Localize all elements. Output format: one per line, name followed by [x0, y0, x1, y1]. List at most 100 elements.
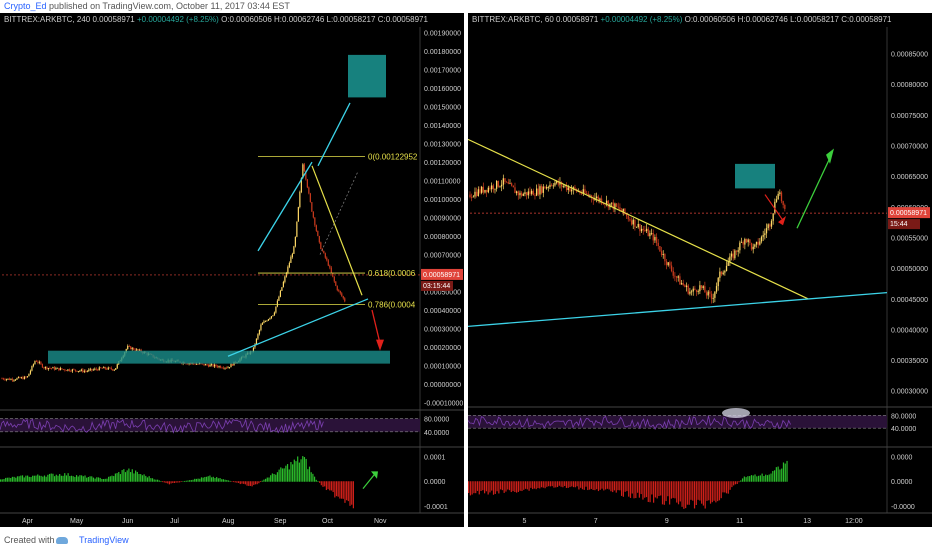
right-x-tick-label: 12:00 — [845, 518, 863, 525]
right-macd-bar — [756, 476, 758, 482]
right-candle — [705, 292, 708, 296]
left-candle — [65, 370, 67, 372]
left-candle — [299, 192, 301, 208]
right-candle — [595, 196, 598, 198]
right-candle — [649, 233, 651, 237]
left-macd-bar — [35, 475, 37, 482]
left-macd-bar — [310, 472, 312, 482]
left-macd-bar — [106, 478, 108, 482]
left-macd-bar — [82, 476, 84, 482]
right-macd-bar — [528, 481, 530, 491]
left-candle — [194, 363, 196, 365]
right-x-tick-label: 9 — [665, 518, 669, 525]
publish-text: published on TradingView.com, October 11… — [49, 1, 290, 11]
right-candle — [570, 189, 573, 192]
left-macd-bar — [57, 475, 59, 482]
left-candle — [342, 296, 344, 299]
author-link[interactable]: Crypto_Ed — [4, 1, 47, 11]
right-y-tick-label: 0.00070000 — [891, 143, 928, 150]
left-chart-panel[interactable]: BITTREX:ARKBTC, 240 0.00058971 +0.000044… — [0, 13, 464, 527]
left-macd-bar — [81, 475, 83, 482]
right-macd-bar — [546, 481, 548, 487]
left-countdown-label: 03:15:44 — [423, 283, 450, 290]
right-candle — [772, 213, 774, 221]
right-descending-trend-line — [468, 138, 809, 300]
right-macd-bar — [690, 481, 692, 500]
left-macd-bar — [315, 479, 317, 482]
right-chart-panel[interactable]: BITTREX:ARKBTC, 60 0.00058971 +0.0000449… — [468, 13, 932, 527]
left-macd-bar — [52, 473, 54, 482]
right-candle — [774, 201, 776, 214]
left-candle — [296, 221, 298, 237]
right-macd-bar — [706, 481, 708, 501]
left-macd-bar — [243, 481, 245, 484]
left-macd-bar — [37, 474, 39, 482]
right-candle — [739, 242, 741, 251]
left-macd-bar — [183, 480, 186, 482]
left-macd-bar — [165, 481, 167, 484]
right-macd-bar — [551, 481, 553, 487]
right-macd-bar — [492, 481, 495, 495]
right-y-tick-label: 0.00030000 — [891, 389, 928, 396]
left-macd-bar — [241, 481, 243, 484]
left-candle — [327, 260, 329, 266]
left-candle — [336, 285, 338, 291]
left-macd-bar — [170, 481, 172, 484]
left-macd-bar — [47, 474, 49, 482]
right-macd-bar — [669, 481, 671, 505]
right-macd-bar — [475, 481, 477, 494]
right-candle — [740, 241, 743, 243]
right-countdown-label: 15:44 — [890, 221, 908, 228]
right-candle — [672, 271, 674, 276]
right-macd-bar — [508, 481, 511, 491]
right-macd-bar — [485, 481, 487, 492]
left-macd-bar — [160, 481, 162, 482]
right-macd-bar — [473, 481, 475, 494]
right-candle — [627, 215, 629, 220]
right-candle — [532, 190, 534, 196]
left-macd-bar — [200, 477, 203, 482]
left-candle — [225, 367, 228, 369]
right-macd-bar — [608, 481, 610, 490]
left-candle — [77, 371, 79, 372]
right-macd-bar — [667, 481, 669, 497]
left-candle — [266, 320, 268, 322]
left-macd-tick-label: -0.0001 — [424, 504, 448, 511]
right-macd-bar — [674, 481, 676, 499]
left-macd-bar — [10, 478, 12, 482]
left-y-tick-label: 0.00090000 — [424, 216, 461, 223]
right-macd-bar — [567, 481, 569, 488]
right-y-tick-label: 0.00045000 — [891, 297, 928, 304]
right-candle — [589, 195, 591, 197]
right-candle — [559, 182, 561, 185]
left-macd-bar — [317, 481, 319, 482]
left-macd-bar — [175, 481, 177, 483]
right-up-arrow — [796, 157, 831, 229]
left-support-zone — [48, 350, 390, 364]
right-macd-bar — [683, 481, 685, 509]
left-macd-bar — [151, 478, 154, 482]
left-macd-bar — [43, 475, 46, 482]
left-candle — [203, 363, 205, 366]
left-y-tick-label: -0.00010000 — [424, 400, 463, 407]
left-candle — [110, 367, 112, 370]
left-macd-tick-label: 0.0000 — [424, 479, 446, 486]
left-close: C:0.00058971 — [377, 15, 428, 24]
right-macd-bar — [553, 481, 555, 488]
left-fib-label: 0.618(0.0006 — [368, 269, 416, 278]
left-y-tick-label: 0.00070000 — [424, 253, 461, 260]
right-candle — [634, 219, 636, 228]
right-macd-bar — [701, 481, 703, 504]
right-candle — [520, 192, 523, 196]
right-candle — [782, 201, 784, 206]
right-x-tick-label: 13 — [803, 518, 811, 525]
left-macd-bar — [92, 477, 95, 482]
left-candle — [94, 368, 96, 370]
left-candle — [115, 368, 117, 370]
right-candle — [675, 276, 678, 278]
left-x-tick-label: Jun — [122, 518, 133, 525]
right-candle — [690, 291, 693, 293]
footer-brand[interactable]: TradingView — [79, 535, 129, 545]
right-candle — [489, 187, 491, 190]
left-candle — [25, 376, 27, 378]
